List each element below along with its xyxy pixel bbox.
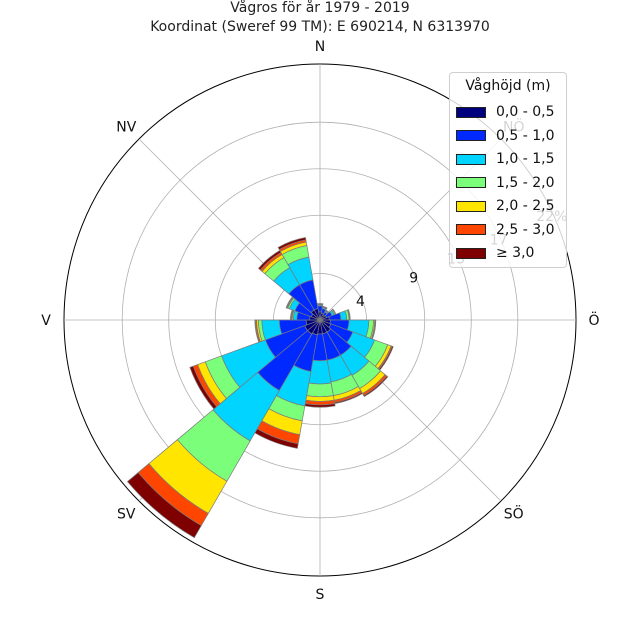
- direction-label: V: [41, 313, 51, 329]
- legend-label: 1,5 - 2,0: [496, 174, 555, 191]
- legend-item: 2,0 - 2,5: [456, 196, 554, 216]
- legend-label: 0,5 - 1,0: [496, 127, 555, 144]
- sector-bars: [126, 237, 394, 539]
- legend-item: 0,0 - 0,5: [456, 102, 554, 122]
- polar-grid: [63, 63, 577, 577]
- legend-label: 0,0 - 0,5: [496, 104, 555, 120]
- radial-tick-label: 9: [409, 270, 418, 286]
- direction-label: N: [315, 39, 325, 55]
- chart-title: Vågros för år 1979 - 2019: [230, 0, 410, 16]
- chart-subtitle: Koordinat (Sweref 99 TM): E 690214, N 63…: [150, 19, 490, 35]
- legend-item: 1,0 - 1,5: [456, 149, 554, 169]
- sector-segment: [321, 305, 328, 309]
- legend-swatch: [456, 153, 486, 165]
- legend-label: ≥ 3,0: [496, 245, 535, 261]
- sector-segment: [277, 237, 307, 250]
- legend-swatch: [456, 130, 486, 141]
- legend-label: 2,5 - 3,0: [496, 221, 555, 238]
- legend-swatch: [456, 224, 486, 235]
- legend-label: 2,0 - 2,5: [496, 198, 555, 214]
- direction-label: SÖ: [504, 505, 524, 523]
- sector-segment: [126, 472, 202, 539]
- sector-segment: [189, 365, 218, 410]
- direction-label: S: [316, 587, 325, 603]
- direction-label: Ö: [588, 311, 599, 329]
- legend-title: Våghöjd (m): [465, 78, 551, 94]
- legend-swatch: [456, 177, 486, 188]
- legend-item: 1,5 - 2,0: [456, 173, 554, 193]
- sector-segment: [254, 319, 260, 343]
- legend-swatch: [456, 106, 486, 118]
- direction-label: SV: [117, 507, 136, 523]
- legend-item: ≥ 3,0: [456, 243, 534, 263]
- legend-label: 1,0 - 1,5: [496, 151, 555, 167]
- direction-label: NV: [116, 119, 136, 135]
- sector-segment: [306, 382, 334, 398]
- legend-swatch: [456, 247, 486, 259]
- legend-item: 0,5 - 1,0: [456, 126, 554, 146]
- sector-segment: [363, 375, 389, 398]
- legend-item: 2,5 - 3,0: [456, 220, 554, 240]
- legend: Våghöjd (m) 0,0 - 0,5 0,5 - 1,0 1,0 - 1,5 1…: [449, 72, 567, 268]
- legend-swatch: [456, 200, 486, 212]
- radial-tick-label: 4: [356, 294, 365, 310]
